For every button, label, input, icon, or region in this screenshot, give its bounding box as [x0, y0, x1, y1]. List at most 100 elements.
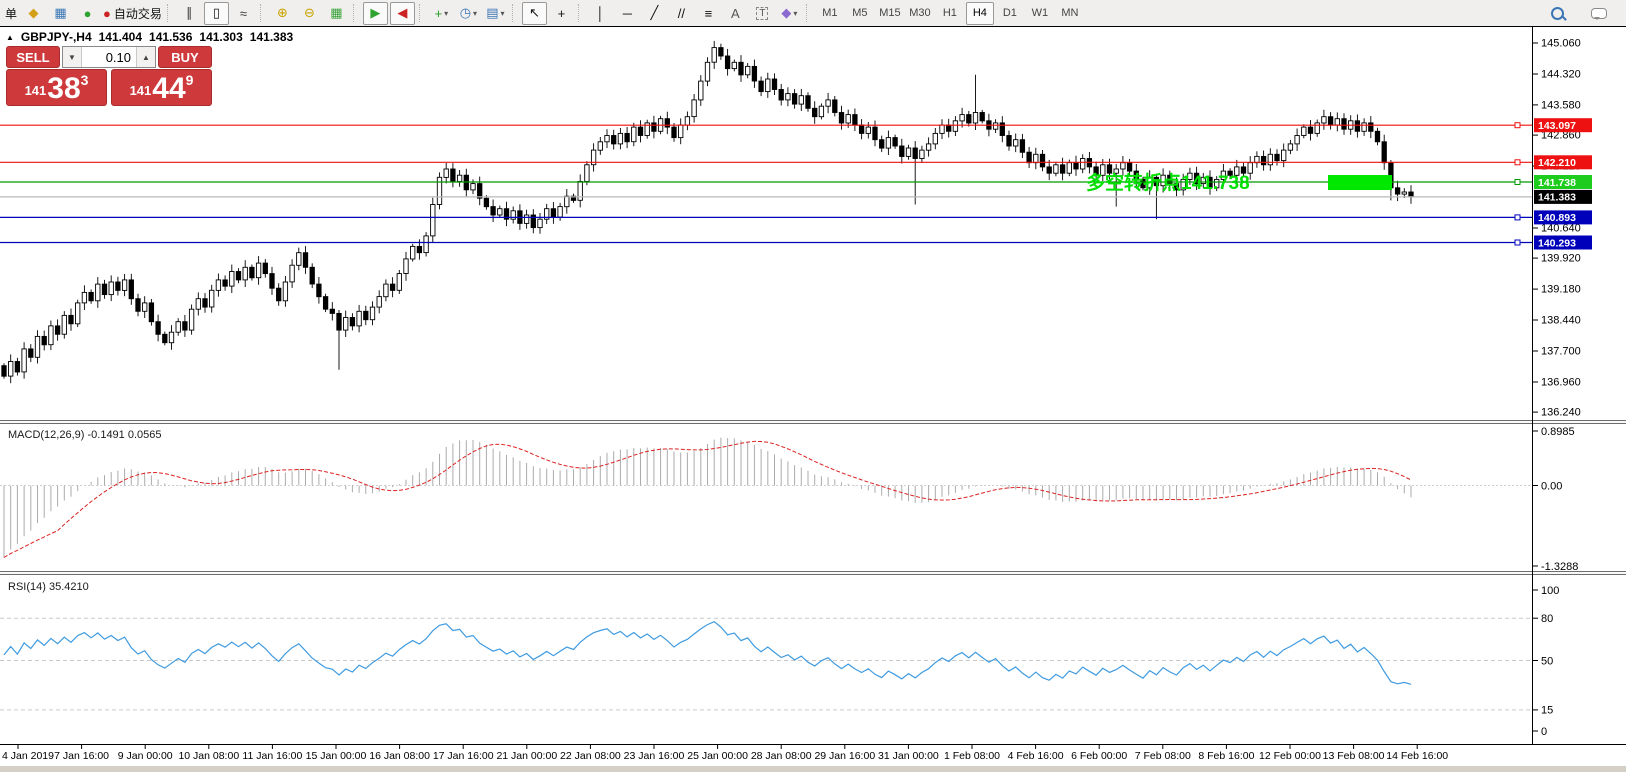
svg-text:11 Jan 16:00: 11 Jan 16:00 — [242, 750, 302, 762]
svg-text:1 Feb 08:00: 1 Feb 08:00 — [944, 750, 1000, 762]
svg-text:140.640: 140.640 — [1541, 223, 1581, 235]
svg-text:100: 100 — [1541, 585, 1559, 597]
text-button[interactable]: A — [731, 5, 740, 21]
volume-increase-button[interactable]: ▲ — [136, 47, 155, 67]
cursor-button[interactable]: ↖ — [521, 1, 547, 25]
rsi-line — [3, 621, 1412, 685]
svg-text:29 Jan 16:00: 29 Jan 16:00 — [814, 750, 875, 762]
svg-text:28 Jan 08:00: 28 Jan 08:00 — [751, 750, 812, 762]
buy-price-big: 44 — [152, 72, 186, 105]
zoom-in-button[interactable]: ⊕ — [276, 5, 288, 20]
buy-price-prefix: 141 — [129, 83, 152, 98]
svg-text:0.00: 0.00 — [1541, 480, 1562, 492]
window-bottom-edge — [0, 766, 1626, 772]
svg-text:142.210: 142.210 — [1538, 157, 1576, 169]
indicators-button[interactable]: + ▾ — [434, 5, 449, 21]
buy-price-button[interactable]: 141 44 9 — [111, 69, 212, 106]
green-rectangle-object[interactable] — [1328, 175, 1392, 190]
fibonacci-button[interactable]: ≡ — [704, 5, 713, 21]
timeframe-w1-button[interactable]: W1 — [1031, 7, 1049, 19]
chat-icon[interactable] — [1586, 2, 1611, 25]
svg-text:6 Feb 00:00: 6 Feb 00:00 — [1071, 750, 1127, 762]
svg-text:25 Jan 00:00: 25 Jan 00:00 — [687, 750, 748, 762]
svg-text:-1.3288: -1.3288 — [1541, 561, 1578, 573]
vertical-line-button[interactable]: │ — [596, 5, 605, 21]
toolbar-separator — [166, 4, 173, 22]
pane-splitter[interactable] — [0, 420, 1626, 424]
sell-price-sup: 3 — [80, 72, 89, 88]
new-chart-button[interactable]: ▦ — [54, 5, 67, 20]
svg-text:14 Feb 16:00: 14 Feb 16:00 — [1386, 750, 1448, 762]
svg-text:142.860: 142.860 — [1541, 130, 1581, 142]
svg-text:141.738: 141.738 — [1538, 177, 1576, 189]
svg-text:8 Feb 16:00: 8 Feb 16:00 — [1198, 750, 1254, 762]
buy-button[interactable]: BUY — [158, 46, 212, 68]
text-label-button[interactable]: T — [750, 2, 775, 25]
svg-text:145.060: 145.060 — [1541, 38, 1581, 50]
volume-input[interactable] — [82, 47, 136, 67]
svg-text:21 Jan 00:00: 21 Jan 00:00 — [496, 750, 557, 762]
toolbar: 单 ◆ ▦ ● ● 自动交易 ∥ ▯ ≈ ⊕ ⊖ ▦ ▶ ◀ + ▾ ◷ ▾ ▤ ▾ ↖ + │ ─ ╱ // ≡ A T ◆ ▾ M1 M5 M… — [0, 0, 1626, 27]
autoscroll-button[interactable]: ▶ — [362, 1, 388, 25]
svg-text:0.8985: 0.8985 — [1541, 426, 1575, 438]
svg-text:4 Feb 16:00: 4 Feb 16:00 — [1008, 750, 1064, 762]
annotation-text[interactable]: 多空转折点141.738 — [1086, 171, 1250, 194]
svg-text:138.440: 138.440 — [1541, 315, 1581, 327]
rsi-label: RSI(14) 35.4210 — [8, 581, 89, 593]
sell-button[interactable]: SELL — [6, 46, 60, 68]
crosshair-button[interactable]: + — [557, 5, 566, 21]
timeframe-d1-button[interactable]: D1 — [1002, 7, 1017, 19]
trendline-button[interactable]: ╱ — [650, 5, 659, 20]
autotrade-button-button[interactable]: ● 自动交易 — [103, 5, 162, 21]
market-watch-button[interactable]: ● — [83, 5, 92, 21]
svg-text:16 Jan 08:00: 16 Jan 08:00 — [369, 750, 430, 762]
equidistant-channel-button[interactable]: // — [677, 5, 685, 21]
zoom-out-button[interactable]: ⊖ — [303, 5, 315, 20]
timeframe-m15-button[interactable]: M15 — [879, 7, 901, 19]
svg-text:139.180: 139.180 — [1541, 284, 1581, 296]
arrows-shapes-button[interactable]: ◆ ▾ — [781, 5, 798, 20]
candlestick-chart-button[interactable]: ▯ — [203, 1, 229, 25]
horizontal-line-button[interactable]: ─ — [622, 5, 632, 21]
one-click-collapse-icon[interactable]: ▲ — [6, 32, 14, 42]
toolbar-buttons: 单 ◆ ▦ ● ● 自动交易 ∥ ▯ ≈ ⊕ ⊖ ▦ ▶ ◀ + ▾ ◷ ▾ ▤ ▾ ↖ + │ ─ ╱ // ≡ A T ◆ ▾ M1 M5 M… — [0, 0, 1544, 26]
sell-price-button[interactable]: 141 38 3 — [6, 69, 107, 106]
svg-text:136.960: 136.960 — [1541, 377, 1581, 389]
timeframe-h1-button[interactable]: H1 — [942, 7, 957, 19]
macd-axis: 0.8985 0.00 -1.3288 — [1532, 426, 1578, 573]
timeframe-m5-button[interactable]: M5 — [852, 7, 868, 19]
line-chart-button[interactable]: ≈ — [239, 5, 247, 21]
bar-chart-button[interactable]: ∥ — [186, 5, 193, 20]
pane-splitter[interactable] — [0, 571, 1626, 575]
svg-text:136.240: 136.240 — [1541, 407, 1581, 419]
price-axis-ticks: 145.060144.320143.580142.860142.120140.6… — [1532, 38, 1581, 419]
svg-text:144.320: 144.320 — [1541, 69, 1581, 81]
symbol-name: GBPJPY-,H4 — [20, 30, 92, 44]
macd-histogram — [3, 437, 1412, 558]
search-icon[interactable] — [1545, 2, 1570, 25]
svg-text:4 Jan 2019: 4 Jan 2019 — [2, 750, 54, 762]
timeframe-m30-button[interactable]: M30 — [909, 7, 931, 19]
history-center-button[interactable]: ◆ — [28, 5, 39, 20]
svg-text:137.700: 137.700 — [1541, 346, 1581, 358]
toolbar-separator — [805, 4, 812, 22]
timeframe-mn-button[interactable]: MN — [1061, 7, 1079, 19]
svg-text:17 Jan 16:00: 17 Jan 16:00 — [433, 750, 494, 762]
toolbar-separator — [511, 4, 518, 22]
horizontal-levels[interactable] — [0, 122, 1532, 246]
chart-shift-button[interactable]: ◀ — [389, 1, 415, 25]
periods-button[interactable]: ◷ ▾ — [459, 5, 478, 20]
svg-text:23 Jan 16:00: 23 Jan 16:00 — [624, 750, 685, 762]
rsi-title: RSI(14) — [8, 581, 46, 593]
ohlc-close: 141.383 — [249, 30, 294, 44]
volume-decrease-button[interactable]: ▼ — [63, 47, 82, 67]
timeframe-m1-button[interactable]: M1 — [822, 7, 838, 19]
rsi-axis: 100 80 50 15 0 — [1532, 585, 1559, 738]
tile-windows-button[interactable]: ▦ — [330, 5, 343, 20]
timeframe-h4-button[interactable]: H4 — [965, 1, 994, 25]
sell-price-prefix: 141 — [24, 83, 47, 98]
templates-button[interactable]: ▤ ▾ — [486, 5, 505, 20]
macd-label: MACD(12,26,9) -0.1491 0.0565 — [8, 429, 162, 441]
